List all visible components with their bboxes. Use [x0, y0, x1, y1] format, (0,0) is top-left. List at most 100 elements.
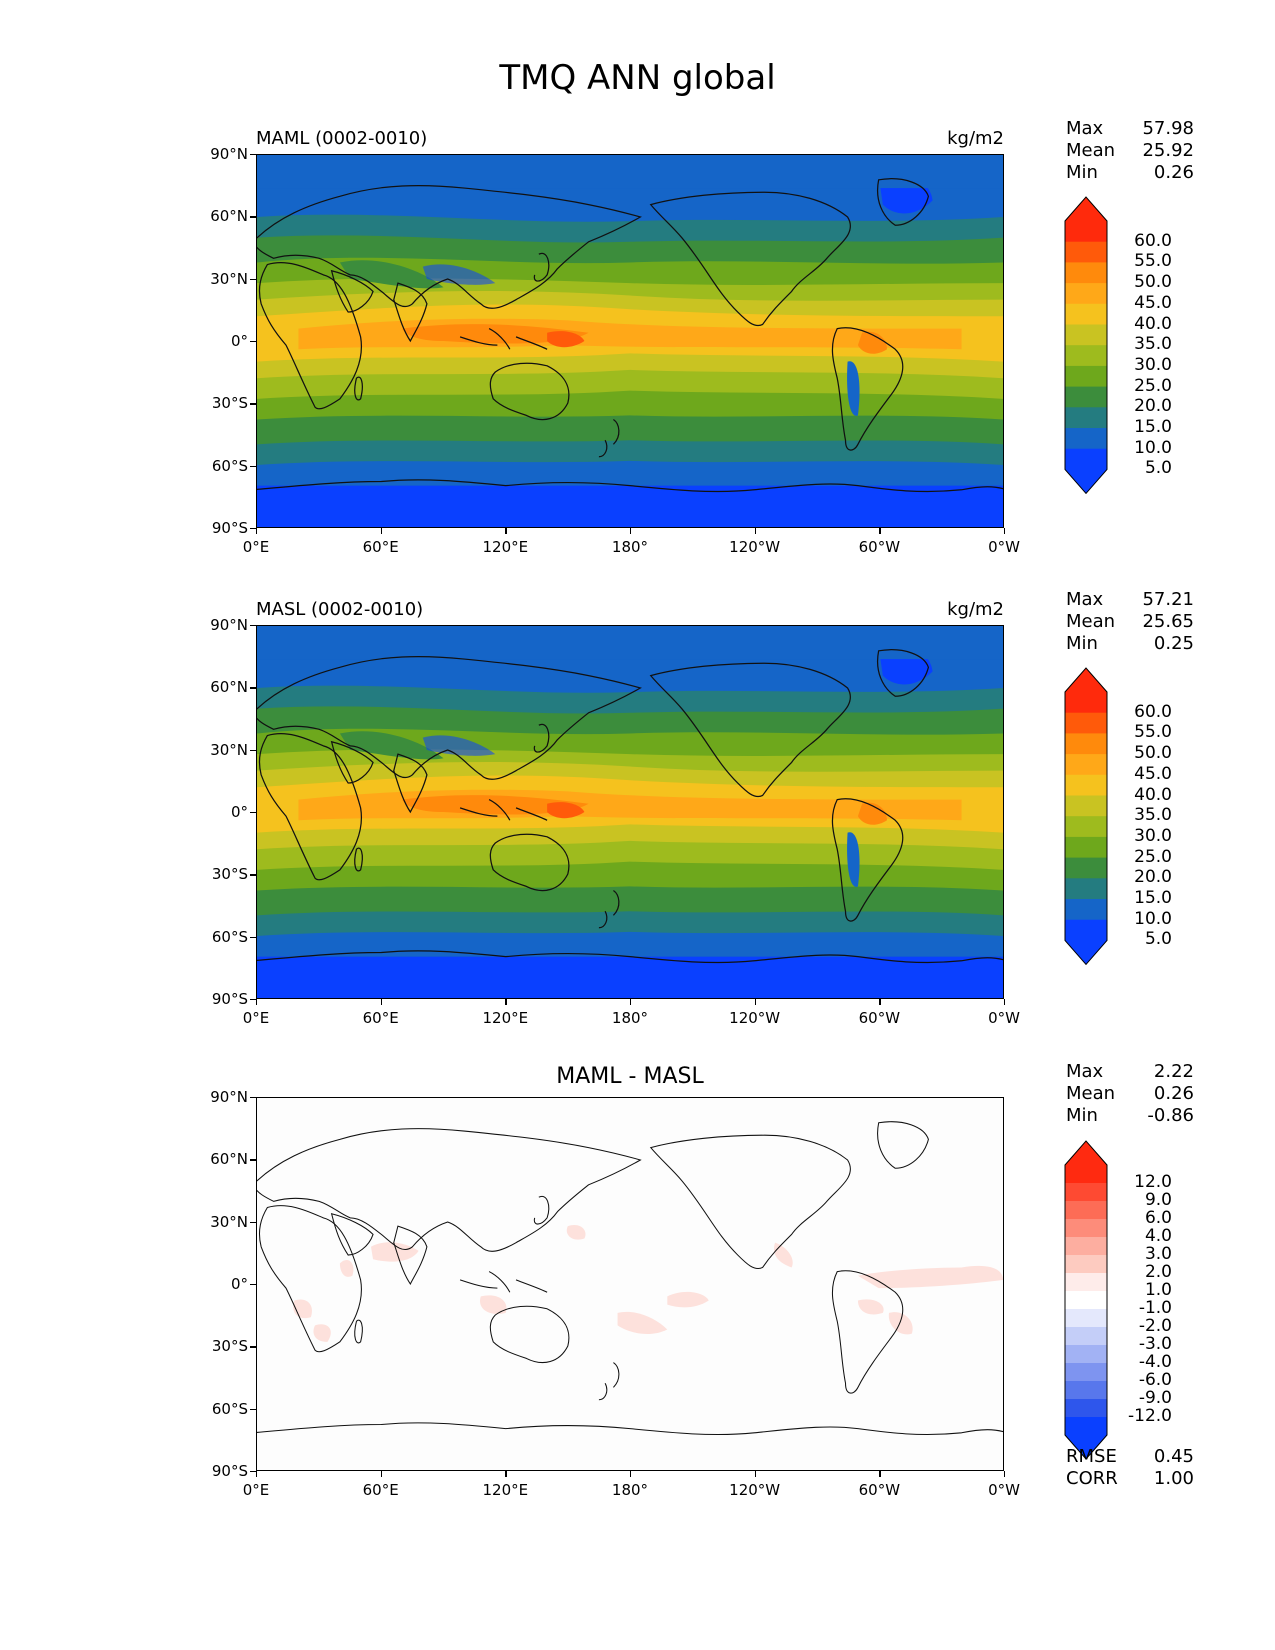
- colorbar-cell: [1065, 754, 1107, 776]
- x-tick-label: 0°W: [988, 538, 1020, 556]
- x-tick-label: 60°W: [858, 1481, 901, 1499]
- y-tick-mark: [250, 874, 256, 876]
- stat-label: Min: [1066, 162, 1098, 183]
- y-tick-label: 90°N: [210, 1088, 248, 1106]
- colorbar-cell: [1065, 1201, 1107, 1220]
- colorbar-tick-label: 10.0: [1134, 437, 1172, 458]
- y-tick-mark: [250, 812, 256, 814]
- colorbar-tick-label: 4.0: [1144, 1226, 1172, 1246]
- x-tick-mark: [754, 999, 757, 1005]
- stats-maml: Max 57.98 Mean 25.92 Min 0.26: [1066, 118, 1194, 184]
- colorbar-tick-label: 15.0: [1134, 417, 1172, 437]
- x-tick-label: 180°: [611, 1481, 649, 1499]
- colorbar-tick-label: 2.0: [1144, 1262, 1172, 1282]
- stat-label: Mean: [1066, 1083, 1116, 1104]
- stat-label: Min: [1066, 633, 1098, 654]
- colorbar-cell: [1065, 1237, 1107, 1256]
- panel-title-left: MAML (0002-0010): [256, 128, 428, 149]
- x-tick-mark: [505, 1471, 507, 1477]
- colorbar-cell: [1065, 1399, 1107, 1418]
- y-tick-mark: [250, 687, 256, 689]
- x-tick-label: 0°E: [242, 538, 270, 556]
- colorbar-under-extension: [1065, 469, 1107, 494]
- stats-masl: Max 57.21 Mean 25.65 Min 0.25: [1066, 589, 1194, 655]
- colorbar-tick-label: 15.0: [1134, 888, 1172, 908]
- stat-label: Mean: [1066, 611, 1116, 632]
- colorbar-cell: [1065, 1381, 1107, 1400]
- x-tick-label: 180°: [611, 1009, 649, 1027]
- y-tick-label: 60°N: [210, 207, 248, 226]
- x-tick-mark: [380, 528, 383, 534]
- stat-label: Min: [1066, 1105, 1098, 1126]
- colorbar-cell: [1065, 733, 1107, 755]
- colorbar-under-extension: [1065, 1435, 1107, 1459]
- stat-value: 0.25: [1153, 633, 1194, 654]
- y-tick-label: 0°: [230, 332, 248, 350]
- x-tick-label: 60°E: [362, 538, 399, 556]
- colorbar-tick-label: 5.0: [1144, 929, 1172, 950]
- y-tick-label: 60°S: [211, 927, 248, 946]
- colorbar-tick-label: 1.0: [1144, 1280, 1172, 1300]
- y-tick-mark: [250, 465, 256, 468]
- y-tick-mark: [250, 1284, 256, 1286]
- colorbar-cell: [1065, 221, 1107, 243]
- colorbar-cell: [1065, 345, 1107, 367]
- colorbar-cell: [1065, 386, 1107, 408]
- stat-label: Max: [1066, 1061, 1104, 1082]
- y-tick-mark: [250, 1408, 256, 1411]
- colorbar-cell: [1065, 816, 1107, 838]
- x-tick-mark: [630, 1471, 632, 1477]
- colorbar-tick-label: 6.0: [1144, 1208, 1172, 1228]
- y-tick-mark: [250, 1097, 256, 1099]
- colorbar-cell: [1065, 303, 1107, 325]
- colorbar-cell: [1065, 324, 1107, 346]
- colorbar-tick-label: 30.0: [1134, 354, 1172, 375]
- map-maml: [256, 154, 1004, 528]
- x-tick-mark: [1004, 528, 1006, 534]
- colorbar-tick-label: -3.0: [1138, 1334, 1172, 1354]
- colorbar-cell: [1065, 1291, 1107, 1310]
- colorbar-tick-label: 25.0: [1134, 375, 1172, 396]
- y-tick-label: 90°S: [211, 1462, 248, 1480]
- x-tick-label: 180°: [611, 538, 649, 556]
- colorbar-tick-label: 25.0: [1134, 846, 1172, 867]
- y-tick-label: 30°S: [211, 865, 248, 884]
- y-tick-mark: [250, 154, 256, 156]
- colorbar-tick-label: 3.0: [1144, 1244, 1172, 1264]
- colorbar-cell: [1065, 899, 1107, 921]
- x-tick-mark: [754, 1471, 757, 1477]
- colorbar-cell: [1065, 712, 1107, 734]
- y-tick-mark: [250, 1471, 256, 1473]
- y-tick-label: 90°N: [210, 616, 248, 634]
- x-tick-mark: [256, 1471, 258, 1477]
- colorbar-cell: [1065, 836, 1107, 859]
- y-tick-mark: [250, 528, 256, 530]
- y-tick-label: 90°S: [211, 519, 248, 537]
- colorbar-cell: [1065, 919, 1107, 941]
- x-tick-mark: [1004, 1471, 1006, 1477]
- colorbar-cell: [1065, 428, 1107, 450]
- x-tick-mark: [505, 999, 507, 1005]
- colorbar-outline: [1064, 196, 1108, 495]
- x-tick-label: 0°E: [242, 1481, 270, 1499]
- colorbar-cell: [1065, 241, 1107, 263]
- colorbar-tick-label: 20.0: [1134, 396, 1172, 417]
- colorbar-tick-label: -4.0: [1138, 1352, 1172, 1372]
- y-tick-label: 30°S: [211, 1337, 248, 1356]
- colorbar-tick-label: 40.0: [1134, 313, 1172, 334]
- x-tick-mark: [505, 528, 507, 534]
- colorbar-cell: [1065, 262, 1107, 284]
- stats-diff: Max 2.22 Mean 0.26 Min -0.86: [1066, 1061, 1194, 1127]
- colorbar-tick-label: -2.0: [1138, 1316, 1172, 1336]
- colorbar-outline: [1064, 667, 1108, 966]
- colorbar-cell: [1065, 365, 1107, 388]
- stat-value: 25.65: [1142, 611, 1194, 632]
- x-tick-mark: [256, 528, 258, 534]
- stat-label: Max: [1066, 118, 1104, 139]
- colorbar-tick-label: 50.0: [1134, 272, 1172, 293]
- colorbar-over-extension: [1065, 197, 1107, 221]
- y-tick-label: 60°N: [210, 1150, 248, 1169]
- colorbar-over-extension: [1065, 668, 1107, 692]
- colorbar-tick-label: 30.0: [1134, 825, 1172, 846]
- x-tick-mark: [630, 528, 632, 534]
